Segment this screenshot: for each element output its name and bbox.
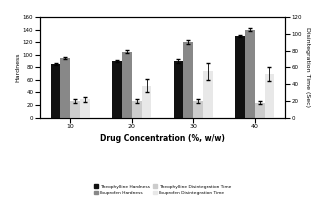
Bar: [70, 101, 80, 118]
Bar: [174, 61, 183, 118]
Bar: [51, 64, 60, 118]
Y-axis label: Disintegration Time (Sec): Disintegration Time (Sec): [305, 27, 310, 107]
Bar: [183, 42, 193, 118]
Bar: [132, 101, 142, 118]
Bar: [255, 103, 265, 118]
Legend: Theophylline Hardness, Ibuprofen Hardness, Theophylline Disintegration Time, Ibu: Theophylline Hardness, Ibuprofen Hardnes…: [93, 184, 232, 196]
Bar: [142, 86, 151, 118]
Bar: [193, 101, 203, 118]
Y-axis label: Hardness: Hardness: [15, 52, 20, 82]
Bar: [235, 36, 245, 118]
Bar: [80, 99, 90, 118]
Bar: [112, 61, 122, 118]
Bar: [203, 71, 213, 118]
Bar: [122, 52, 132, 118]
Bar: [265, 74, 274, 118]
Bar: [60, 58, 70, 118]
X-axis label: Drug Concentration (%, w/w): Drug Concentration (%, w/w): [100, 134, 225, 143]
Bar: [245, 30, 255, 118]
